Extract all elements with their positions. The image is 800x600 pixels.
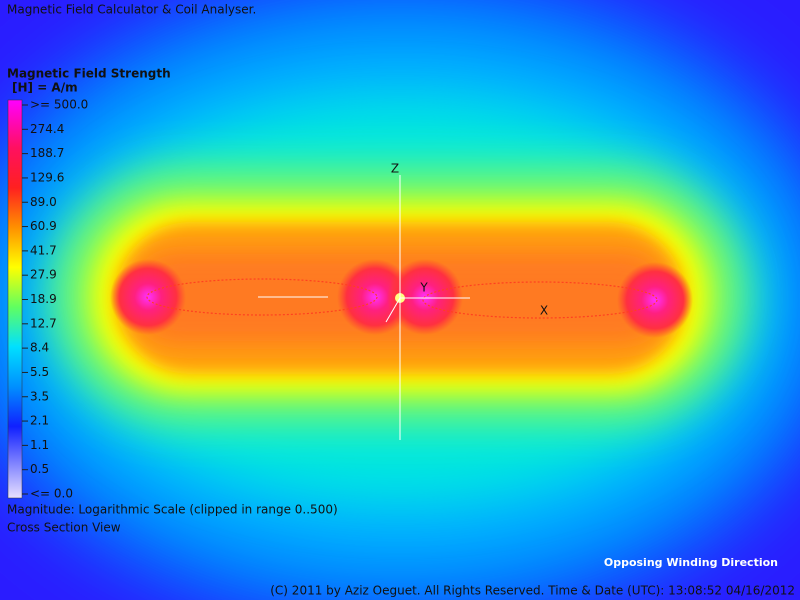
- winding-note: Opposing Winding Direction: [604, 556, 778, 569]
- legend-label: 18.9: [30, 292, 57, 306]
- legend-label: >= 500.0: [30, 98, 88, 112]
- legend-label: 188.7: [30, 146, 64, 160]
- legend-title: Magnetic Field Strength: [7, 67, 171, 81]
- legend-label: 2.1: [30, 414, 49, 428]
- legend-label: 12.7: [30, 316, 57, 330]
- color-scale: [7, 99, 23, 499]
- view-note: Cross Section View: [7, 521, 121, 535]
- legend-unit: [H] = A/m: [12, 81, 78, 95]
- legend-label: 0.5: [30, 462, 49, 476]
- legend-label: 41.7: [30, 243, 57, 257]
- axis-label: Z: [391, 162, 399, 176]
- legend-label: 27.9: [30, 268, 57, 282]
- axis-label: X: [540, 304, 548, 318]
- legend-label: 3.5: [30, 389, 49, 403]
- legend-label: <= 0.0: [30, 487, 73, 501]
- legend-labels: >= 500.0 274.4 188.7 129.6 89.0 60.9 41.7 27.9 1…: [22, 98, 88, 501]
- legend-label: 89.0: [30, 195, 57, 209]
- footer: (C) 2011 by Aziz Oeguet. All Rights Rese…: [270, 584, 795, 598]
- legend-label: 129.6: [30, 170, 64, 184]
- window-title: Magnetic Field Calculator & Coil Analyse…: [7, 3, 256, 17]
- legend-label: 274.4: [30, 122, 64, 136]
- legend-label: 1.1: [30, 438, 49, 452]
- axes: [258, 175, 470, 440]
- legend-label: 5.5: [30, 365, 49, 379]
- scale-note: Magnitude: Logarithmic Scale (clipped in…: [7, 503, 338, 517]
- legend-label: 60.9: [30, 219, 57, 233]
- legend-label: 8.4: [30, 341, 49, 355]
- axis-label: Y: [419, 281, 428, 295]
